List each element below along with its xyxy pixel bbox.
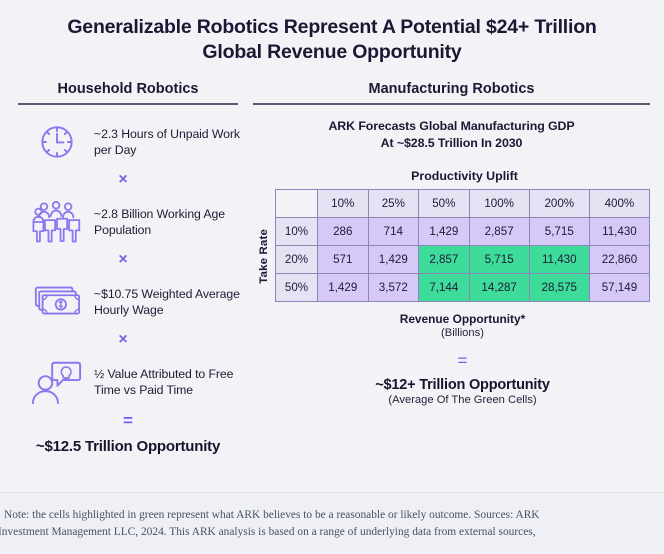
household-total: ~$12.5 Trillion Opportunity (35, 438, 221, 456)
matrix-cell-0-1: 714 (367, 216, 420, 246)
take-rate-axis-label-text: Take Rate (258, 228, 270, 284)
multiply-symbol-1: × (118, 171, 128, 189)
matrix-cell-2-0: 1,429 (317, 272, 369, 302)
matrix-cell-2-3: 14,287 (468, 272, 530, 302)
page-title: Generalizable Robotics Represent A Poten… (0, 0, 664, 65)
columns-container: Household Robotics ~2.3 Hours of Unpaid … (0, 80, 664, 456)
equals-symbol-right: = (457, 350, 468, 370)
person-idea-icon (30, 359, 84, 405)
matrix-cell-1-3: 5,715 (468, 244, 530, 274)
matrix-cell-0-4: 5,715 (528, 216, 590, 246)
revenue-opportunity-label: Revenue Opportunity* (399, 311, 526, 326)
matrix-cell-2-5: 57,149 (588, 272, 651, 302)
footnote: Note: the cells highlighted in green rep… (0, 492, 664, 554)
matrix-column-header-4: 200% (528, 188, 590, 218)
people-group-icon (30, 198, 84, 246)
multiply-symbol-3: × (118, 331, 128, 349)
manufacturing-subheading: ARK Forecasts Global Manufacturing GDP A… (253, 118, 650, 151)
factor-row-wage: ~$10.75 Weighted Average Hourly Wage (14, 271, 242, 329)
matrix-column-header-0: 10% (317, 188, 369, 218)
matrix-cell-1-1: 1,429 (367, 244, 420, 274)
factor-row-hours: ~2.3 Hours of Unpaid Work per Day (14, 111, 242, 169)
take-rate-axis-label: Take Rate (253, 189, 275, 302)
factor-text-value: ½ Value Attributed to Free Time vs Paid … (94, 367, 234, 398)
manufacturing-total: ~$12+ Trillion Opportunity (375, 376, 550, 393)
manufacturing-heading-divider (253, 102, 650, 106)
factor-row-population: ~2.8 Billion Working Age Population (14, 191, 242, 249)
matrix-row-header-1: 20% (275, 244, 318, 274)
household-heading-divider (18, 102, 238, 106)
factor-text-wage: ~$10.75 Weighted Average Hourly Wage (94, 287, 240, 318)
matrix-row-header-0: 10% (275, 216, 318, 246)
matrix-cell-1-2: 2,857 (418, 244, 470, 274)
matrix-column-header-5: 400% (588, 188, 651, 218)
footnote-line-2: Investment Management LLC, 2024. This AR… (0, 526, 536, 539)
household-robotics-heading: Household Robotics (57, 80, 199, 97)
equals-symbol-left: = (123, 411, 133, 431)
matrix-header-row: 10% 25% 50% 100% 200% 400% (275, 188, 651, 218)
matrix-row: 50% 1,429 3,572 7,144 14,287 28,575 57,149 (275, 272, 651, 302)
matrix-cell-0-3: 2,857 (468, 216, 530, 246)
matrix-cell-1-4: 11,430 (528, 244, 590, 274)
household-robotics-column: Household Robotics ~2.3 Hours of Unpaid … (14, 80, 242, 456)
clock-icon (30, 120, 84, 164)
manufacturing-subheading-line-2: At ~$28.5 Trillion In 2030 (380, 136, 523, 151)
factor-text-population: ~2.8 Billion Working Age Population (94, 207, 226, 238)
manufacturing-total-sub: (Average Of The Green Cells) (388, 393, 537, 406)
productivity-uplift-label: Productivity Uplift (411, 168, 518, 183)
factor-row-value: ½ Value Attributed to Free Time vs Paid … (14, 351, 242, 409)
matrix-cell-2-2: 7,144 (418, 272, 470, 302)
factor-text-hours: ~2.3 Hours of Unpaid Work per Day (94, 127, 240, 158)
matrix-cell-0-0: 286 (317, 216, 369, 246)
multiply-symbol-2: × (118, 251, 128, 269)
matrix-corner-cell (275, 188, 318, 218)
matrix-cell-2-1: 3,572 (367, 272, 420, 302)
matrix-row: 10% 286 714 1,429 2,857 5,715 11,430 (275, 216, 651, 246)
matrix-column-header-2: 50% (418, 188, 470, 218)
page-title-line-2: Global Revenue Opportunity (202, 40, 462, 63)
manufacturing-robotics-column: Manufacturing Robotics ARK Forecasts Glo… (242, 80, 651, 456)
matrix-cell-1-5: 22,860 (588, 244, 651, 274)
manufacturing-subheading-line-1: ARK Forecasts Global Manufacturing GDP (328, 119, 575, 134)
revenue-opportunity-matrix: 10% 25% 50% 100% 200% 400% 10% 286 714 1,429 2,857… (275, 188, 651, 302)
matrix-cell-1-0: 571 (317, 244, 369, 274)
manufacturing-robotics-heading: Manufacturing Robotics (368, 80, 535, 97)
footnote-line-1: Note: the cells highlighted in green rep… (4, 509, 540, 521)
matrix-cell-0-2: 1,429 (418, 216, 470, 246)
matrix-column-header-1: 25% (367, 188, 420, 218)
matrix-cell-2-4: 28,575 (528, 272, 590, 302)
revenue-units-label: (Billions) (441, 326, 484, 339)
money-stack-icon (30, 281, 84, 323)
matrix-row: 20% 571 1,429 2,857 5,715 11,430 22,860 (275, 244, 651, 274)
matrix-row-header-2: 50% (275, 272, 318, 302)
matrix-cell-0-5: 11,430 (588, 216, 651, 246)
matrix-column-header-3: 100% (468, 188, 530, 218)
page-title-line-1: Generalizable Robotics Represent A Poten… (67, 16, 597, 38)
matrix-wrapper: Take Rate 10% 25% 50% 100% 200% 400% 10% 286 714… (253, 188, 651, 302)
